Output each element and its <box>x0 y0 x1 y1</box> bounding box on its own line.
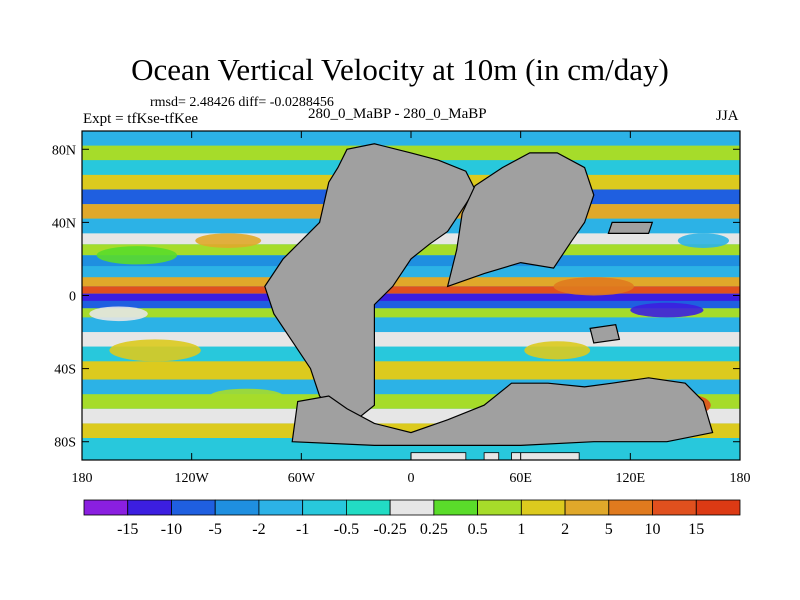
colorbar-swatch <box>477 499 522 516</box>
colorbar-label: -10 <box>161 521 182 538</box>
stats-line: rmsd= 2.48426 diff= -0.0288456 <box>150 95 334 110</box>
colorbar-label: 1 <box>517 521 525 538</box>
colorbar-swatch <box>214 499 260 516</box>
colorbar-label: -2 <box>252 521 265 538</box>
y-tick-label: 0 <box>69 290 76 305</box>
colorbar-label: -5 <box>209 521 222 538</box>
ocean-anomaly <box>109 339 201 362</box>
x-tick-label: 120E <box>616 471 646 486</box>
ocean-band <box>82 266 740 278</box>
land-masses <box>264 143 714 460</box>
ice-shelf <box>511 452 580 460</box>
colorbar-swatch <box>302 499 347 516</box>
colorbar-swatch <box>171 499 216 516</box>
colorbar-label: 5 <box>605 521 613 538</box>
ocean-band <box>82 286 740 294</box>
y-tick-label: 40N <box>52 216 76 231</box>
ocean-band <box>82 277 740 287</box>
colorbar-swatch <box>608 499 653 516</box>
colorbar-swatch <box>389 499 435 516</box>
colorbar-label: 10 <box>645 521 661 538</box>
colorbar-swatch <box>695 499 741 516</box>
x-tick-label: 180 <box>72 471 93 486</box>
ocean-band <box>82 131 740 146</box>
x-tick-label: 60E <box>509 471 532 486</box>
colorbar-swatch <box>345 499 391 516</box>
colorbar: -15 -10 -5 -2 -1 -0.5 -0.25 0.25 0.5 1 2 5 10 15 <box>83 499 741 538</box>
colorbar-swatch <box>83 499 129 516</box>
land-southeast-island <box>589 324 621 344</box>
land-western-continent <box>264 143 476 421</box>
ocean-anomaly <box>96 246 178 265</box>
x-tick-label: 180 <box>730 471 751 486</box>
x-axis: 180 120W 60W 0 60E 120E 180 <box>72 131 751 486</box>
colorbar-label: 2 <box>561 521 569 538</box>
ocean-band <box>82 361 740 380</box>
x-tick-label: 120W <box>175 471 210 486</box>
y-tick-label: 40S <box>54 363 76 378</box>
ocean-anomaly <box>209 388 284 404</box>
ocean-band <box>82 317 740 333</box>
experiment-label: Expt = tfKse-tfKee <box>83 111 199 127</box>
colorbar-label: -1 <box>296 521 309 538</box>
x-tick-label: 60W <box>288 471 316 486</box>
land-eastern-island <box>607 221 654 234</box>
ocean-band <box>82 293 740 301</box>
ocean-band <box>82 255 740 267</box>
ocean-band <box>82 300 740 309</box>
colorbar-label: 0.5 <box>468 521 488 538</box>
y-tick-label: 80N <box>52 143 76 158</box>
ocean-anomaly <box>630 302 704 318</box>
colorbar-swatch <box>564 499 610 516</box>
ocean-band <box>82 308 740 318</box>
map-plot-area <box>82 131 740 460</box>
colorbar-swatch <box>520 499 566 516</box>
colorbar-label: 15 <box>688 521 704 538</box>
colorbar-label: -15 <box>117 521 138 538</box>
comparison-label: 280_0_MaBP - 280_0_MaBP <box>308 106 487 122</box>
y-tick-label: 80S <box>54 436 76 451</box>
ocean-anomaly <box>553 277 634 296</box>
land-southern-continent <box>291 377 714 446</box>
colorbar-swatch <box>652 499 697 516</box>
colorbar-swatch <box>258 499 304 516</box>
chart-title: Ocean Vertical Velocity at 10m (in cm/da… <box>131 52 669 87</box>
ice-shelf <box>410 452 467 460</box>
ocean-anomaly <box>89 306 148 322</box>
x-tick-label: 0 <box>408 471 415 486</box>
colorbar-label: 0.25 <box>420 521 448 538</box>
y-axis: 80N 40N 0 40S 80S <box>52 143 740 451</box>
ocean-anomaly <box>677 233 730 248</box>
colorbar-label: -0.5 <box>334 521 359 538</box>
colorbar-swatch <box>127 499 172 516</box>
season-label: JJA <box>716 108 739 124</box>
ocean-anomaly <box>524 341 591 360</box>
colorbar-swatch <box>433 499 479 516</box>
colorbar-label: -0.25 <box>373 521 406 538</box>
ocean-anomaly <box>195 233 262 248</box>
land-eastern-continent <box>446 152 595 288</box>
ice-shelf <box>483 452 500 460</box>
